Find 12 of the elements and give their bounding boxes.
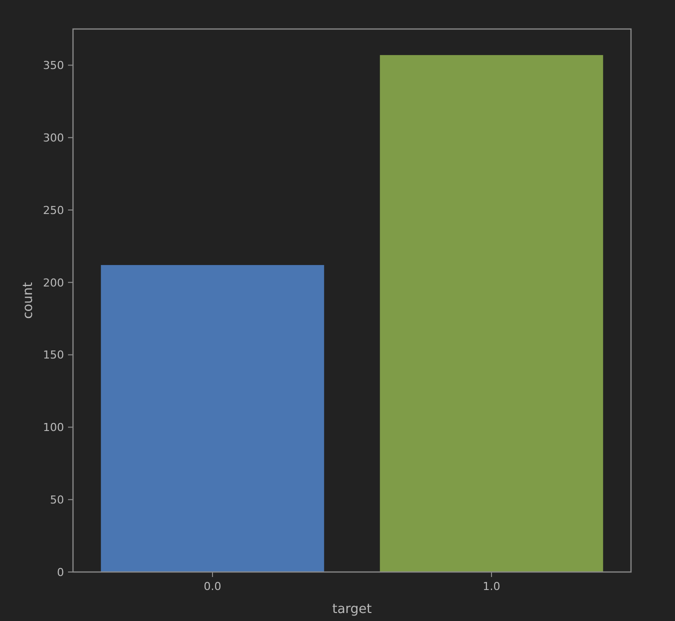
y-tick-label: 50: [50, 493, 64, 506]
x-axis-title: target: [332, 602, 372, 617]
y-tick-label: 350: [43, 59, 64, 72]
y-tick-label: 300: [43, 131, 64, 144]
y-tick-label: 0: [57, 566, 64, 579]
y-tick-label: 150: [43, 348, 64, 362]
x-tick-label: 0.0: [204, 580, 222, 593]
y-tick-label: 100: [43, 421, 64, 434]
y-axis-title: count: [21, 282, 36, 319]
x-tick-label: 1.0: [482, 580, 500, 593]
y-tick-label: 200: [43, 276, 64, 290]
y-tick-label: 250: [43, 204, 64, 217]
